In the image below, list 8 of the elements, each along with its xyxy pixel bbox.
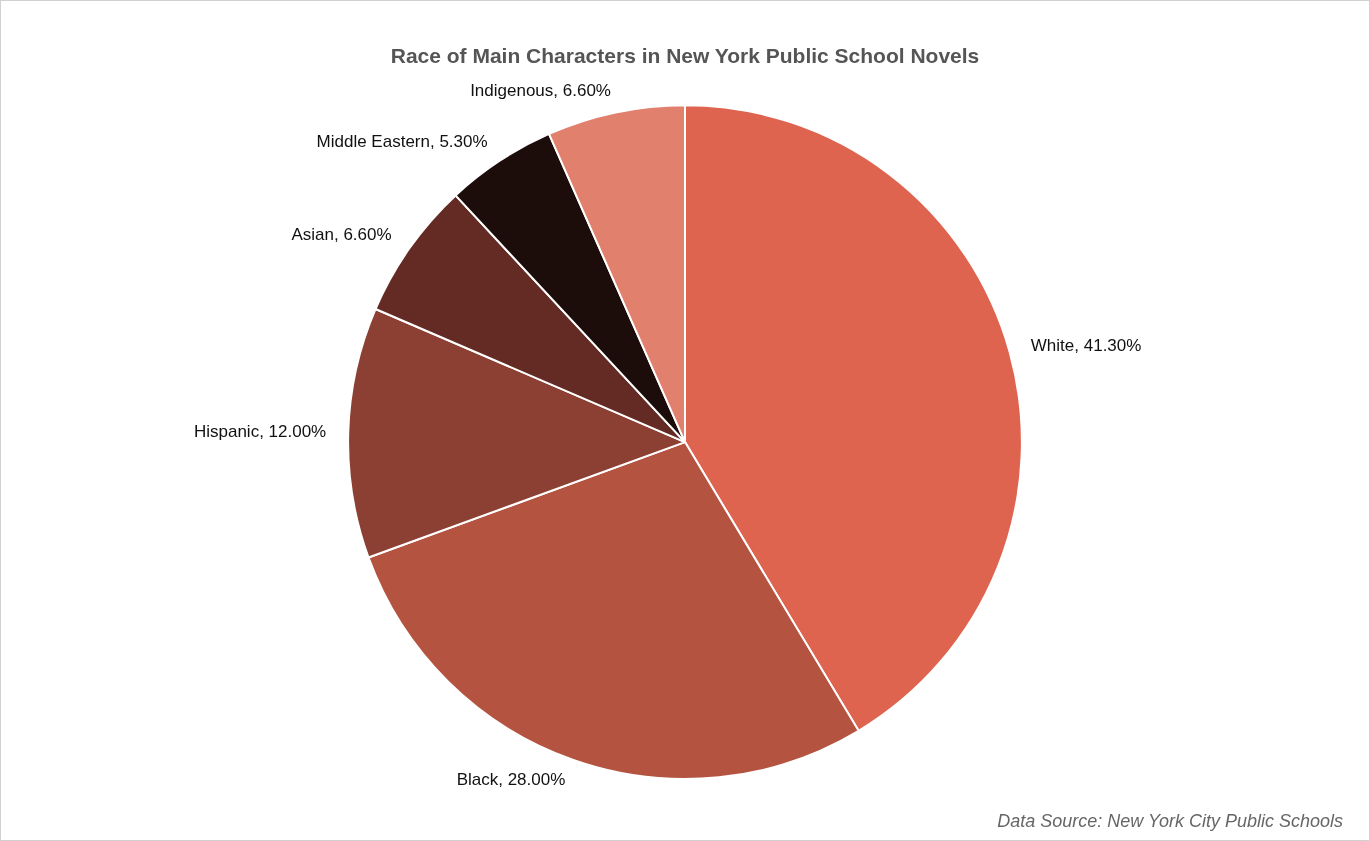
- slice-label: Asian, 6.60%: [291, 225, 392, 245]
- chart-title: Race of Main Characters in New York Public School Novels: [390, 44, 980, 68]
- slice-label: Hispanic, 12.00%: [193, 421, 327, 441]
- slice-label: White, 41.30%: [1030, 335, 1142, 355]
- source-note: Data Source: New York City Public Schools: [997, 811, 1343, 832]
- slice-label: Indigenous, 6.60%: [470, 80, 611, 100]
- slice-label: Black, 28.00%: [456, 770, 566, 790]
- slice-label: Middle Eastern, 5.30%: [316, 132, 488, 152]
